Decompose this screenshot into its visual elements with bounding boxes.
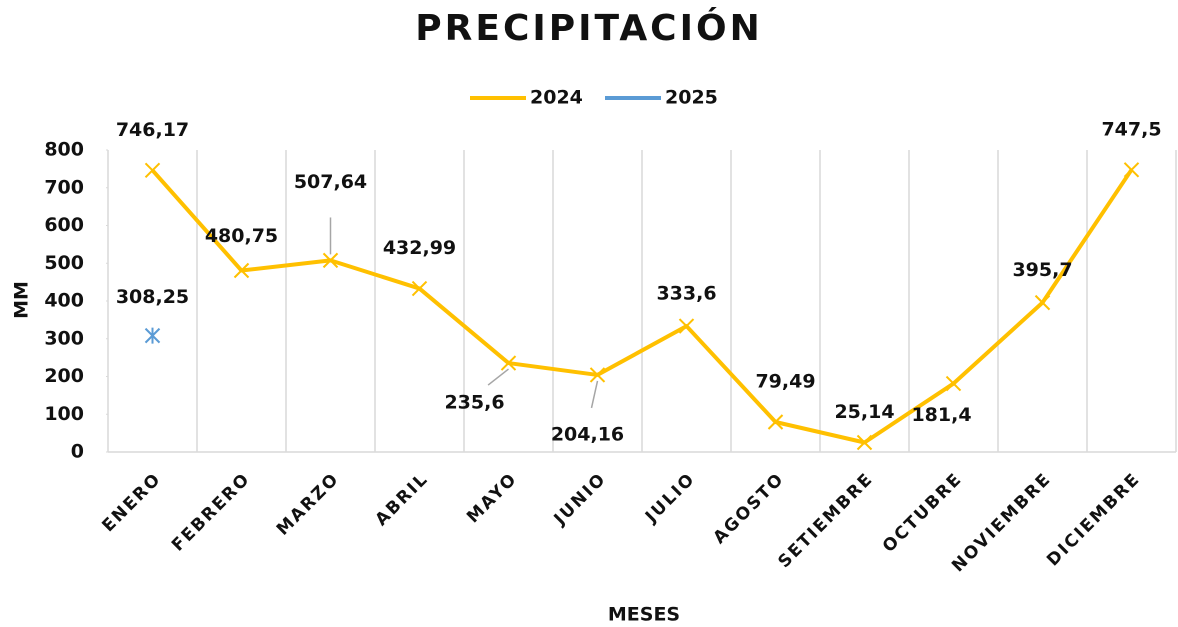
marker — [322, 252, 339, 269]
y-tick-label: 300 — [44, 327, 84, 349]
data-label: 79,49 — [755, 370, 815, 392]
y-axis-title: MM — [11, 281, 33, 319]
marker-stroke — [1034, 294, 1051, 311]
data-label: 507,64 — [294, 171, 367, 193]
x-tick-label: SETIEMBRE — [774, 469, 877, 572]
data-label: 181,4 — [911, 404, 971, 426]
marker — [1123, 162, 1140, 178]
marker — [589, 367, 606, 383]
marker-stroke — [945, 375, 962, 392]
x-axis-title: MESES — [608, 604, 680, 626]
marker-stroke — [500, 355, 517, 371]
data-label: 25,14 — [834, 401, 894, 423]
y-tick-label: 0 — [71, 441, 84, 463]
data-label: 204,16 — [551, 423, 624, 445]
y-tick-label: 800 — [44, 139, 84, 161]
data-label: 746,17 — [116, 119, 189, 141]
marker-stroke — [1123, 162, 1140, 178]
marker — [945, 375, 962, 392]
x-tick-label: OCTUBRE — [879, 469, 967, 557]
marker — [678, 318, 695, 334]
legend-label: 2025 — [665, 87, 718, 109]
y-tick-label: 400 — [44, 290, 84, 312]
y-tick-label: 200 — [44, 365, 84, 387]
marker — [767, 414, 784, 430]
marker-stroke — [322, 252, 339, 269]
y-tick-label: 700 — [44, 176, 84, 198]
x-tick-label: DICIEMBRE — [1043, 469, 1144, 570]
y-tick-label: 500 — [44, 252, 84, 274]
leader-line — [487, 368, 509, 386]
x-tick-label: ABRIL — [371, 469, 432, 530]
marker — [500, 355, 517, 371]
marker-stroke — [767, 414, 784, 430]
data-label: 747,5 — [1101, 118, 1161, 140]
marker-stroke — [856, 434, 873, 451]
marker — [1034, 294, 1051, 311]
marker-stroke — [233, 262, 250, 279]
data-label: 480,75 — [205, 225, 278, 247]
y-tick-label: 600 — [44, 214, 84, 236]
x-tick-label: ENERO — [98, 469, 165, 536]
leader-line — [590, 380, 599, 409]
y-tick-label: 100 — [44, 403, 84, 425]
line — [151, 168, 1134, 445]
marker-stroke — [589, 367, 606, 383]
x-tick-label: AGOSTO — [709, 469, 788, 548]
x-tick-label: FEBRERO — [168, 469, 255, 556]
data-label: 333,6 — [656, 283, 716, 305]
data-label: 395,7 — [1012, 259, 1072, 281]
marker-stroke — [144, 162, 161, 179]
data-label: 432,99 — [383, 237, 456, 259]
x-tick-label: JULIO — [641, 469, 700, 528]
marker-stroke — [411, 280, 428, 297]
x-tick-label: JUNIO — [550, 469, 611, 530]
data-label: 308,25 — [116, 286, 189, 308]
marker — [144, 327, 161, 344]
data-label: 235,6 — [444, 392, 504, 414]
marker — [144, 162, 161, 179]
marker-stroke — [678, 318, 695, 334]
legend-label: 2024 — [530, 87, 583, 109]
x-tick-label: MAYO — [463, 469, 521, 527]
marker — [233, 262, 250, 279]
marker — [411, 280, 428, 297]
chart-title: PRECIPITACIÓN — [415, 7, 762, 49]
x-tick-label: MARZO — [273, 469, 344, 540]
marker — [856, 434, 873, 451]
